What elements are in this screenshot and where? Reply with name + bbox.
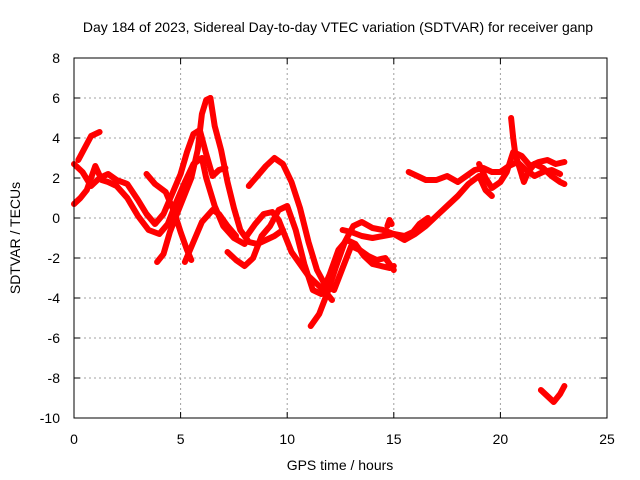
y-tick-label: -8 (48, 370, 61, 386)
series-trace-9 (245, 155, 397, 293)
x-tick-label: 15 (386, 431, 402, 447)
y-tick-label: -6 (48, 330, 61, 346)
y-tick-label: 4 (52, 130, 60, 146)
x-tick-label: 0 (70, 431, 78, 447)
series-trace-7 (181, 207, 239, 265)
y-tick-label: 2 (52, 170, 60, 186)
x-tick-label: 10 (279, 431, 295, 447)
series-trace-2 (71, 155, 248, 247)
series-trace-13 (384, 217, 395, 229)
y-tick-label: 8 (52, 50, 60, 66)
series-trace-10 (243, 209, 335, 303)
series-trace-14 (405, 159, 564, 185)
y-tick-label: 0 (52, 210, 60, 226)
axis-ticks: 0 5 10 15 20 25 -10 -8 -6 -4 -2 0 2 4 6 8 (40, 50, 615, 447)
x-tick-label: 5 (177, 431, 185, 447)
x-tick-label: 25 (599, 431, 615, 447)
y-axis-label: SDTVAR / TECUs (7, 182, 23, 294)
y-tick-label: -10 (40, 410, 60, 426)
series-trace-17 (537, 383, 568, 405)
x-tick-label: 20 (493, 431, 509, 447)
y-tick-label: -4 (48, 290, 61, 306)
series-trace-5 (154, 95, 214, 265)
y-tick-label: 6 (52, 90, 60, 106)
plot-frame (73, 57, 608, 419)
data-traces (71, 95, 568, 405)
chart-title: Day 184 of 2023, Sidereal Day-to-day VTE… (83, 19, 593, 35)
series-trace-3 (75, 129, 103, 163)
series-trace-8 (224, 203, 397, 297)
series-trace-12 (339, 173, 495, 243)
x-axis-label: GPS time / hours (287, 457, 394, 473)
series-trace-6 (207, 95, 286, 247)
grid (74, 58, 607, 418)
series-trace-16 (508, 115, 568, 187)
y-tick-label: -2 (48, 250, 61, 266)
